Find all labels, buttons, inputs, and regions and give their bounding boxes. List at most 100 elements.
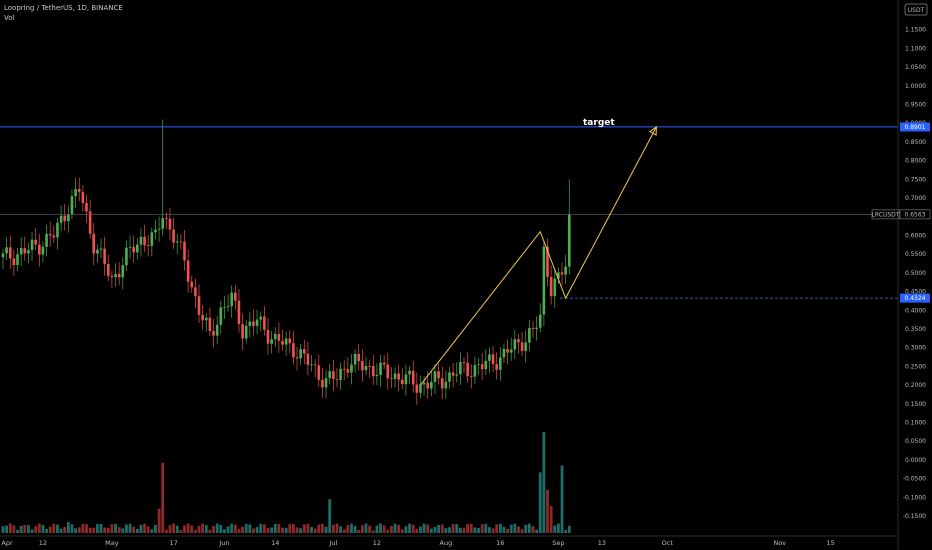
time-tick-label: 17	[169, 539, 177, 547]
volume-bar	[237, 528, 241, 533]
candle-body	[70, 196, 74, 215]
volume-bar	[360, 525, 364, 533]
candle-body	[150, 232, 154, 246]
volume-bar	[321, 523, 324, 533]
support-price-value: 0.4324	[905, 295, 926, 302]
candle-body	[186, 260, 190, 282]
time-tick-label: Nov	[773, 539, 786, 547]
volume-bar	[313, 528, 317, 533]
candle-body	[270, 339, 273, 344]
candle-body	[506, 348, 509, 353]
candle-body	[67, 214, 70, 222]
candle-body	[92, 233, 96, 254]
volume-bar	[484, 523, 488, 533]
candle-body	[99, 248, 103, 250]
candle-body	[88, 211, 92, 234]
volume-bar	[520, 529, 524, 533]
candle-body	[179, 241, 183, 243]
volume-bar	[328, 499, 332, 533]
candle-body	[114, 273, 117, 278]
candle-body	[509, 349, 513, 353]
candle-body	[433, 371, 437, 382]
candle-body	[350, 364, 353, 373]
volume-bar	[324, 526, 328, 533]
price-tick-label: 0.1000	[905, 419, 926, 426]
candle-body	[491, 354, 495, 365]
volume-bar	[215, 523, 219, 533]
volume-bar	[219, 524, 223, 533]
volume-bar	[339, 526, 342, 533]
volume-bar	[99, 524, 103, 533]
candle-body	[30, 239, 34, 251]
volume-bar	[197, 525, 201, 533]
candle-body	[466, 362, 469, 377]
volume-bar	[150, 529, 154, 533]
candle-body	[342, 368, 346, 370]
candle-body	[226, 306, 230, 308]
candle-body	[368, 366, 371, 367]
volume-bar	[204, 525, 208, 533]
time-tick-label: 14	[271, 539, 279, 547]
target-annotation[interactable]: target	[583, 118, 615, 128]
time-tick-label: Oct	[662, 539, 674, 547]
volume-bar	[310, 526, 313, 533]
volume-bar	[426, 524, 430, 533]
time-tick-label: 15	[826, 539, 834, 547]
candle-body	[499, 357, 502, 370]
candle-body	[480, 364, 484, 370]
candle-body	[542, 246, 546, 315]
candle-body	[430, 381, 433, 389]
candle-body	[230, 292, 233, 307]
candle-body	[328, 371, 331, 379]
support-price-tag	[900, 293, 930, 303]
candle-body	[404, 374, 408, 385]
volume-bar	[393, 523, 397, 533]
volume-bar	[397, 525, 401, 533]
volume-bar	[458, 527, 462, 533]
candle-body	[146, 245, 150, 246]
candle-body	[110, 275, 114, 278]
volume-bar	[110, 524, 114, 533]
volume-bar	[34, 526, 38, 533]
volume-bar	[382, 525, 386, 533]
candle-body	[553, 278, 557, 297]
candle-body	[564, 266, 567, 275]
volume-bar	[480, 524, 484, 533]
candle-body	[437, 371, 440, 379]
candle-body	[52, 235, 56, 238]
volume-bar	[183, 525, 186, 533]
time-tick-label: Jul	[328, 539, 337, 547]
candle-body	[295, 357, 299, 359]
candle-body	[484, 360, 488, 370]
candle-body	[531, 327, 535, 329]
candle-body	[41, 246, 45, 255]
price-tick-label: -0.1000	[903, 494, 926, 501]
candle-body	[335, 379, 339, 380]
price-tick-label: 0.7500	[905, 176, 926, 183]
volume-bar	[379, 523, 382, 533]
volume-bar	[230, 523, 234, 533]
candle-body	[397, 373, 400, 380]
volume-bar	[553, 525, 557, 533]
volume-bar	[154, 524, 157, 533]
volume-bar	[201, 523, 205, 533]
candle-body	[408, 370, 411, 375]
projection-drawing[interactable]	[420, 126, 657, 386]
volume-bar	[74, 528, 77, 533]
candle-body	[299, 349, 302, 359]
volume-bar	[422, 523, 426, 533]
volume-bar	[63, 526, 67, 533]
volume-bar	[241, 526, 244, 533]
volume-bar	[535, 529, 539, 533]
candle-body	[411, 370, 415, 385]
volume-bar	[444, 528, 448, 533]
price-tick-label: 0.8000	[905, 158, 926, 165]
volume-bar	[513, 523, 517, 533]
volume-bar	[364, 523, 368, 533]
candle-body	[5, 247, 8, 254]
candle-body	[520, 342, 524, 351]
currency-badge[interactable]	[904, 3, 928, 16]
volume-bar	[92, 527, 96, 533]
volume-bar	[277, 524, 281, 533]
